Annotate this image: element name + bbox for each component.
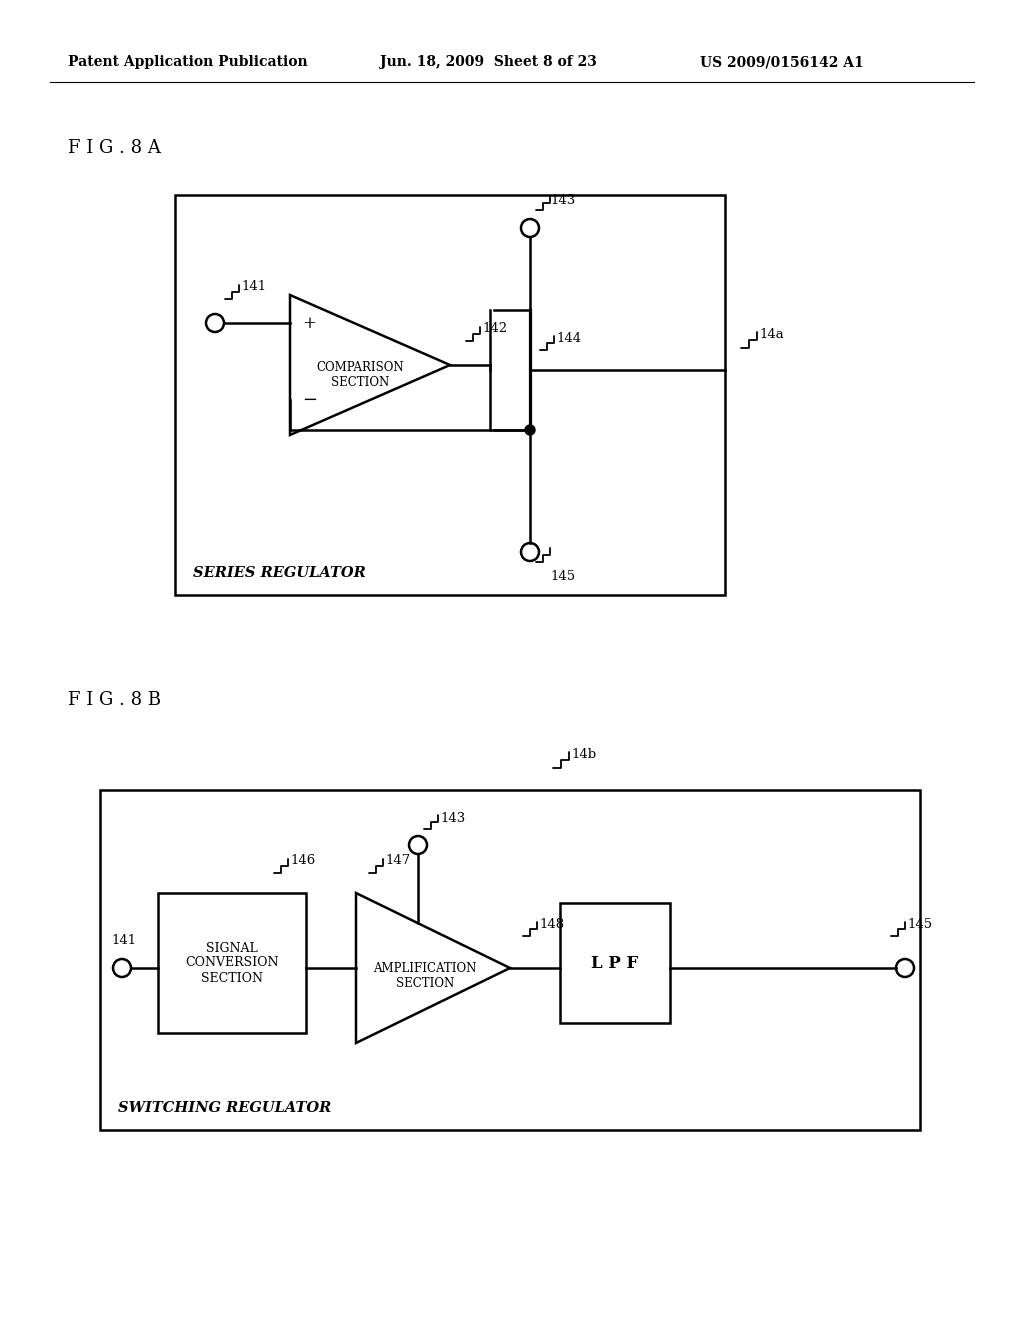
Text: F I G . 8 B: F I G . 8 B bbox=[68, 690, 161, 709]
Text: 141: 141 bbox=[241, 281, 266, 293]
Bar bbox=[560, 903, 670, 1023]
Text: +: + bbox=[302, 314, 315, 331]
Text: AMPLIFICATION
SECTION: AMPLIFICATION SECTION bbox=[374, 962, 477, 990]
Text: SERIES REGULATOR: SERIES REGULATOR bbox=[193, 566, 366, 579]
Circle shape bbox=[525, 425, 535, 436]
Text: Patent Application Publication: Patent Application Publication bbox=[68, 55, 307, 69]
Text: 145: 145 bbox=[907, 917, 932, 931]
Text: 148: 148 bbox=[539, 917, 564, 931]
Text: 147: 147 bbox=[385, 854, 411, 867]
Text: −: − bbox=[302, 391, 317, 409]
Bar bbox=[100, 789, 920, 1130]
Text: L P F: L P F bbox=[592, 954, 639, 972]
Text: 145: 145 bbox=[550, 569, 575, 582]
Text: F I G . 8 A: F I G . 8 A bbox=[68, 139, 161, 157]
Text: COMPARISON
SECTION: COMPARISON SECTION bbox=[316, 360, 403, 389]
Text: 14b: 14b bbox=[571, 747, 596, 760]
Text: 146: 146 bbox=[290, 854, 315, 867]
Text: 142: 142 bbox=[482, 322, 507, 335]
Text: 143: 143 bbox=[550, 194, 575, 206]
Text: Jun. 18, 2009  Sheet 8 of 23: Jun. 18, 2009 Sheet 8 of 23 bbox=[380, 55, 597, 69]
Text: 144: 144 bbox=[556, 331, 582, 345]
Text: 14a: 14a bbox=[759, 327, 783, 341]
Text: 143: 143 bbox=[440, 813, 465, 825]
Text: SWITCHING REGULATOR: SWITCHING REGULATOR bbox=[118, 1101, 331, 1115]
Bar bbox=[158, 894, 306, 1034]
Text: SIGNAL
CONVERSION
SECTION: SIGNAL CONVERSION SECTION bbox=[185, 941, 279, 985]
Text: 141: 141 bbox=[112, 933, 136, 946]
Text: US 2009/0156142 A1: US 2009/0156142 A1 bbox=[700, 55, 864, 69]
Bar bbox=[175, 195, 725, 595]
